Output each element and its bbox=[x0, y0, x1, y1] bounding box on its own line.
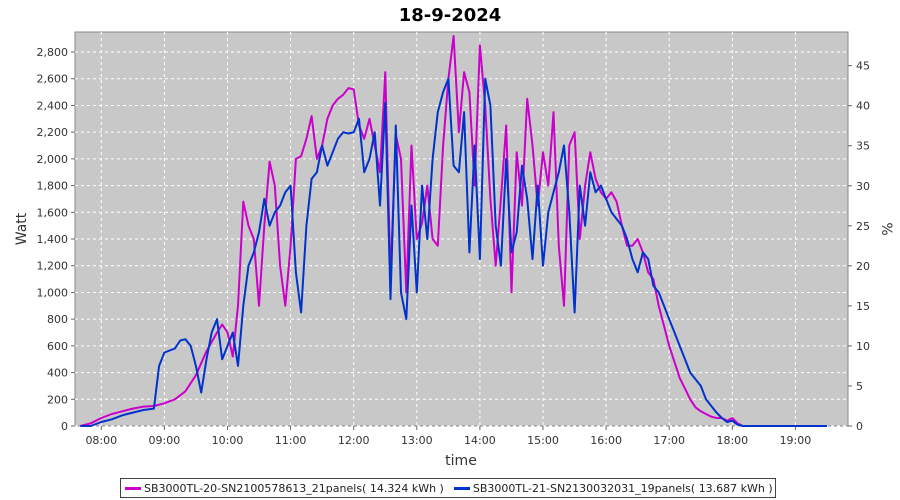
y-axis-title: Watt bbox=[14, 212, 30, 245]
y2-tick-label: 5 bbox=[856, 380, 863, 393]
y-tick-label: 1,600 bbox=[37, 206, 69, 219]
x-tick-label: 13:00 bbox=[401, 434, 433, 447]
y2-tick-label: 35 bbox=[856, 140, 870, 153]
y-tick-label: 600 bbox=[47, 340, 68, 353]
y-tick-label: 2,600 bbox=[37, 73, 69, 86]
y2-tick-label: 20 bbox=[856, 260, 870, 273]
y2-tick-label: 40 bbox=[856, 100, 870, 113]
y-tick-label: 1,200 bbox=[37, 260, 69, 273]
x-tick-label: 18:00 bbox=[716, 434, 748, 447]
y2-axis: 0 5 10 15 20 25 30 35 40 45 bbox=[848, 60, 870, 433]
chart-title: 18-9-2024 bbox=[399, 5, 502, 26]
legend-swatch-series-1 bbox=[125, 486, 141, 490]
y-axis: 0 200 400 600 800 1,000 1,200 1,400 1,600 1,800 2,… bbox=[37, 46, 75, 433]
x-tick-label: 11:00 bbox=[275, 434, 307, 447]
y2-tick-label: 25 bbox=[856, 220, 870, 233]
legend-item-series-1: SB3000TL-20-SN2100578613_21panels( 14.32… bbox=[125, 482, 444, 495]
x-tick-label: 08:00 bbox=[85, 434, 117, 447]
x-axis: 08:00 09:00 10:00 11:00 12:00 13:00 14:00 15:00… bbox=[85, 426, 811, 447]
x-tick-label: 17:00 bbox=[653, 434, 685, 447]
y2-tick-label: 15 bbox=[856, 300, 870, 313]
legend-label-series-1: SB3000TL-20-SN2100578613_21panels( 14.32… bbox=[144, 481, 444, 495]
x-tick-label: 15:00 bbox=[527, 434, 559, 447]
legend-swatch-series-2 bbox=[453, 486, 470, 490]
y-tick-label: 200 bbox=[47, 393, 68, 406]
y-tick-label: 400 bbox=[47, 367, 68, 380]
y-tick-label: 1,000 bbox=[37, 286, 69, 299]
y2-tick-label: 0 bbox=[856, 420, 863, 433]
y-tick-label: 2,800 bbox=[37, 46, 69, 59]
x-tick-label: 10:00 bbox=[212, 434, 244, 447]
y-tick-label: 2,200 bbox=[37, 126, 69, 139]
series-line-2 bbox=[80, 77, 827, 427]
y2-axis-title: % bbox=[878, 222, 894, 235]
y2-tick-label: 30 bbox=[856, 180, 870, 193]
legend-label-series-2: SB3000TL-21-SN2130032031_19panels( 13.68… bbox=[472, 481, 773, 495]
y-tick-label: 0 bbox=[61, 420, 68, 433]
y-tick-label: 1,400 bbox=[37, 233, 69, 246]
y2-tick-label: 45 bbox=[856, 60, 870, 73]
x-tick-label: 14:00 bbox=[464, 434, 496, 447]
series-lines bbox=[80, 35, 827, 427]
x-tick-label: 16:00 bbox=[590, 434, 622, 447]
y2-tick-label: 10 bbox=[856, 340, 870, 353]
y-tick-label: 800 bbox=[47, 313, 68, 326]
x-axis-title: time bbox=[445, 453, 477, 469]
grid-lines bbox=[75, 32, 848, 427]
x-tick-label: 19:00 bbox=[780, 434, 812, 447]
legend: SB3000TL-20-SN2100578613_21panels( 14.32… bbox=[120, 478, 776, 498]
legend-item-series-2: SB3000TL-21-SN2130032031_19panels( 13.68… bbox=[453, 481, 773, 495]
x-tick-label: 12:00 bbox=[338, 434, 370, 447]
y-tick-label: 1,800 bbox=[37, 180, 69, 193]
y-tick-label: 2,000 bbox=[37, 153, 69, 166]
x-tick-label: 09:00 bbox=[149, 434, 181, 447]
y-tick-label: 2,400 bbox=[37, 99, 69, 112]
